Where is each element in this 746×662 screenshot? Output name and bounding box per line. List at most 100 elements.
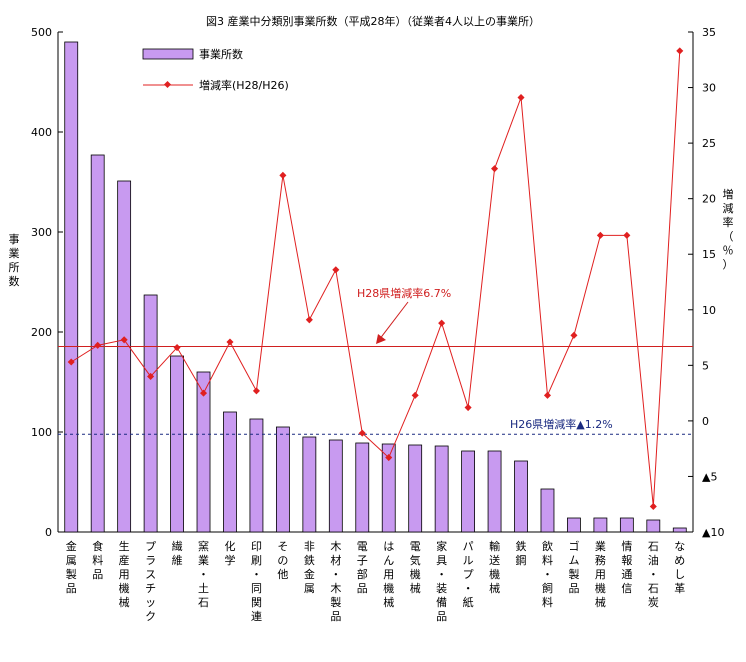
legend-bar-swatch xyxy=(142,48,194,60)
category-label: なめし革 xyxy=(674,540,685,595)
rate-point xyxy=(173,344,181,352)
bar xyxy=(275,426,290,533)
left-tick-label: 400 xyxy=(31,126,52,139)
category-label: ゴム製品 xyxy=(568,539,579,595)
category-label: 木材・木製品 xyxy=(330,540,341,623)
rate-point xyxy=(147,372,155,380)
category-label: 家具・装備品 xyxy=(436,539,447,623)
left-tick-label: 100 xyxy=(31,426,52,439)
category-label: 食料品 xyxy=(92,539,103,581)
bar xyxy=(540,488,555,533)
right-tick-label: ▲10 xyxy=(702,526,724,539)
bar xyxy=(143,294,158,533)
bar xyxy=(196,371,211,533)
rate-point xyxy=(385,454,393,462)
category-label: 生産用機械 xyxy=(119,539,130,609)
rate-point xyxy=(226,338,234,346)
bar xyxy=(117,180,132,533)
bar xyxy=(593,517,608,533)
category-label: 金属製品 xyxy=(66,539,77,595)
category-label: パルプ・紙 xyxy=(463,540,474,609)
legend-bar-label: 事業所数 xyxy=(199,48,243,61)
category-label: 輸送機械 xyxy=(489,539,500,595)
rate-point xyxy=(570,331,578,339)
bar xyxy=(223,411,237,533)
right-tick-label: 30 xyxy=(702,82,716,95)
category-label: 鉄鋼 xyxy=(516,539,527,567)
bar xyxy=(646,519,661,533)
bar xyxy=(567,517,581,533)
bar xyxy=(328,439,343,533)
left-tick-label: 200 xyxy=(31,326,52,339)
bar xyxy=(170,355,184,533)
category-label: 繊維 xyxy=(172,540,183,567)
bar xyxy=(619,517,634,533)
category-label: 業務用機械 xyxy=(595,540,606,609)
category-label: 非鉄金属 xyxy=(304,540,315,595)
reference-lines xyxy=(58,345,693,435)
legend: 事業所数 増減率(H28/H26) xyxy=(142,48,289,92)
rate-point xyxy=(94,341,102,349)
h28-annotation: H28県増減率6.7% xyxy=(357,286,451,300)
bar xyxy=(461,450,476,533)
right-axis-label: 増減率（％） xyxy=(723,188,734,271)
bar xyxy=(355,442,370,533)
plot-area xyxy=(57,32,694,533)
bar xyxy=(514,460,528,533)
category-label: 飲料・飼料 xyxy=(542,539,553,609)
rate-point xyxy=(252,387,260,395)
category-label: 化学 xyxy=(224,539,235,567)
category-label: その他 xyxy=(277,540,288,581)
rate-point xyxy=(649,502,657,510)
rate-point xyxy=(358,429,366,437)
left-tick-label: 0 xyxy=(45,526,52,539)
category-label: 窯業・土石 xyxy=(198,539,209,609)
rate-point xyxy=(543,391,552,399)
rate-point xyxy=(332,266,340,274)
legend-line-marker xyxy=(163,80,172,89)
right-tick-label: 10 xyxy=(702,304,716,317)
bar xyxy=(249,418,264,533)
rate-point xyxy=(279,171,287,179)
category-label: 印刷・同関連 xyxy=(251,540,262,623)
right-tick-label: 20 xyxy=(702,193,716,206)
category-label: 石油・石炭 xyxy=(648,540,659,609)
right-tick-label: 15 xyxy=(702,248,716,261)
rate-point xyxy=(199,389,208,397)
rate-point xyxy=(67,358,75,366)
bar xyxy=(434,445,449,533)
rate-point xyxy=(438,319,446,327)
left-tick-label: 500 xyxy=(31,26,52,39)
bar xyxy=(64,41,79,533)
rate-line xyxy=(70,50,681,507)
category-label: 情報通信 xyxy=(621,540,632,595)
rate-point xyxy=(596,231,604,239)
category-labels: 金属製品 食料品 生産用機械 プラスチック 繊維 窯業・土石 化学 印刷・同関連 その他 非鉄金属… xyxy=(66,539,686,623)
right-tick-label: 5 xyxy=(702,359,709,372)
right-tick-label: 0 xyxy=(702,415,709,428)
line-series xyxy=(67,47,684,510)
chart-title: 図3 産業中分類別事業所数（平成28年）（従業者4人以上の事業所） xyxy=(206,14,540,28)
category-label: 電気機械 xyxy=(410,540,421,595)
category-label: 電子部品 xyxy=(357,540,368,595)
right-axis-ticks: ▲10 ▲5 0 5 10 15 20 25 30 35 xyxy=(688,26,724,539)
rate-point xyxy=(517,94,525,102)
rate-point xyxy=(491,165,499,173)
right-tick-label: ▲5 xyxy=(702,470,717,483)
rate-point xyxy=(120,336,128,344)
bar xyxy=(302,436,317,533)
rate-point xyxy=(411,391,419,399)
category-label: はん用機械 xyxy=(383,540,394,609)
rate-point xyxy=(464,404,472,412)
right-tick-label: 35 xyxy=(702,26,716,39)
legend-line-label: 増減率(H28/H26) xyxy=(199,78,289,92)
left-axis-label: 事業所数 xyxy=(9,233,20,288)
left-tick-label: 300 xyxy=(31,226,52,239)
annotations: H28県増減率6.7% H26県増減率▲1.2% xyxy=(357,286,613,431)
rate-point xyxy=(305,316,313,324)
bar xyxy=(381,443,396,533)
ylabel-left-text: 事業所数 xyxy=(9,233,20,288)
rate-point xyxy=(676,47,684,55)
right-tick-label: 25 xyxy=(702,137,716,150)
h28-arrow-line xyxy=(378,301,409,341)
